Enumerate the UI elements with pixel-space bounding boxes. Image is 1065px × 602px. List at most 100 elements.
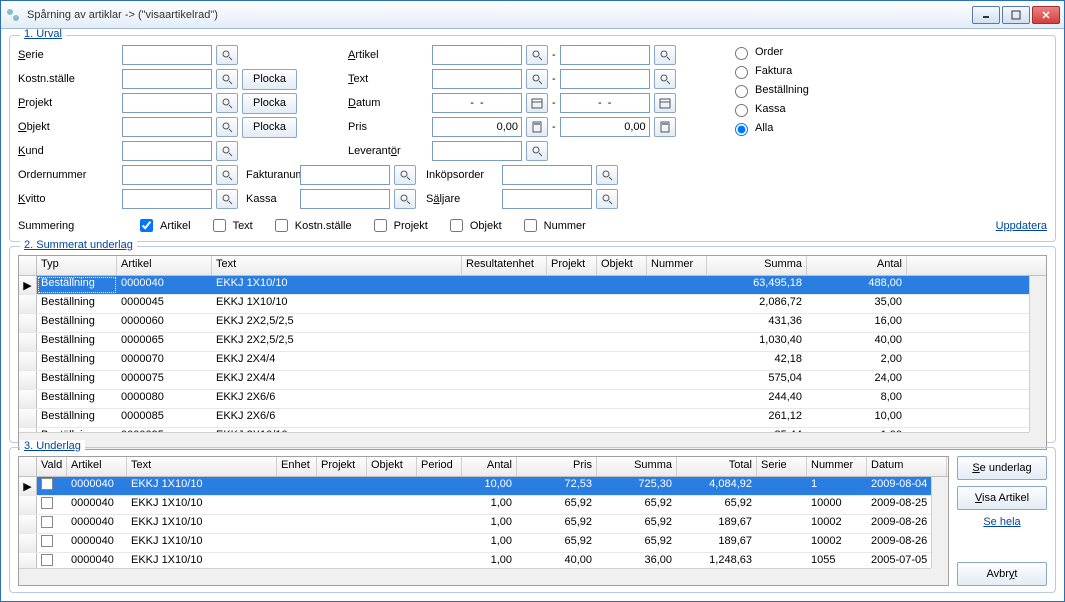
text-from-lookup-icon[interactable] bbox=[526, 69, 548, 89]
serie-lookup-icon[interactable] bbox=[216, 45, 238, 65]
radio-kassa[interactable]: Kassa bbox=[730, 101, 809, 117]
radio-order[interactable]: Order bbox=[730, 44, 809, 60]
col-nummer[interactable]: Nummer bbox=[807, 457, 867, 476]
artikel-from-input[interactable] bbox=[432, 45, 522, 65]
leverantor-lookup-icon[interactable] bbox=[526, 141, 548, 161]
text-from-input[interactable] bbox=[432, 69, 522, 89]
chk-kostn[interactable]: Kostn.ställe bbox=[271, 216, 352, 235]
table-row[interactable]: Beställning0000080EKKJ 2X6/6244,408,00 bbox=[19, 390, 1046, 409]
leverantor-input[interactable] bbox=[432, 141, 522, 161]
pris-to-calc-icon[interactable] bbox=[654, 117, 676, 137]
col-total[interactable]: Total bbox=[677, 457, 757, 476]
titlebar[interactable]: Spårning av artiklar -> ("visaartikelrad… bbox=[1, 1, 1064, 29]
col-typ[interactable]: Typ bbox=[37, 256, 117, 275]
col-artikel[interactable]: Artikel bbox=[67, 457, 127, 476]
chk-artikel[interactable]: Artikel bbox=[136, 216, 191, 235]
datum-to-input[interactable] bbox=[560, 93, 650, 113]
datum-to-cal-icon[interactable] bbox=[654, 93, 676, 113]
close-button[interactable] bbox=[1032, 6, 1060, 24]
objekt-lookup-icon[interactable] bbox=[216, 117, 238, 137]
se-hela-link[interactable]: Se hela bbox=[957, 516, 1047, 528]
kund-input[interactable] bbox=[122, 141, 212, 161]
col-projekt[interactable]: Projekt bbox=[547, 256, 597, 275]
datum-from-cal-icon[interactable] bbox=[526, 93, 548, 113]
col-artikel[interactable]: Artikel bbox=[117, 256, 212, 275]
col-vald[interactable]: Vald bbox=[37, 457, 67, 476]
artikel-from-lookup-icon[interactable] bbox=[526, 45, 548, 65]
kvitto-input[interactable] bbox=[122, 189, 212, 209]
radio-bestallning[interactable]: Beställning bbox=[730, 82, 809, 98]
underlag-grid[interactable]: ValdArtikelTextEnhetProjektObjektPeriodA… bbox=[18, 456, 949, 586]
table-row[interactable]: 0000040EKKJ 1X10/101,0065,9265,92189,671… bbox=[19, 515, 948, 534]
objekt-input[interactable] bbox=[122, 117, 212, 137]
plocka-objekt-button[interactable]: Plocka bbox=[242, 117, 297, 138]
ordernummer-lookup-icon[interactable] bbox=[216, 165, 238, 185]
text-to-input[interactable] bbox=[560, 69, 650, 89]
pris-from-input[interactable] bbox=[432, 117, 522, 137]
row-checkbox[interactable] bbox=[41, 535, 53, 547]
table-row[interactable]: ▶Beställning0000040EKKJ 1X10/1063,495,18… bbox=[19, 276, 1046, 295]
visa-artikel-button[interactable]: Visa Artikel bbox=[957, 486, 1047, 510]
kassa-lookup-icon[interactable] bbox=[394, 189, 416, 209]
fakturanummer-input[interactable] bbox=[300, 165, 390, 185]
summerat-grid[interactable]: TypArtikelTextResultatenhetProjektObjekt… bbox=[18, 255, 1047, 450]
grid2-scroll-h[interactable] bbox=[19, 568, 931, 585]
projekt-input[interactable] bbox=[122, 93, 212, 113]
artikel-to-input[interactable] bbox=[560, 45, 650, 65]
table-row[interactable]: Beställning0000070EKKJ 2X4/442,182,00 bbox=[19, 352, 1046, 371]
pris-from-calc-icon[interactable] bbox=[526, 117, 548, 137]
table-row[interactable]: 0000040EKKJ 1X10/101,0065,9265,9265,9210… bbox=[19, 496, 948, 515]
col-datum[interactable]: Datum bbox=[867, 457, 947, 476]
maximize-button[interactable] bbox=[1002, 6, 1030, 24]
fakturanummer-lookup-icon[interactable] bbox=[394, 165, 416, 185]
col-antal[interactable]: Antal bbox=[807, 256, 907, 275]
col-projekt[interactable]: Projekt bbox=[317, 457, 367, 476]
table-row[interactable]: 0000040EKKJ 1X10/101,0065,9265,92189,671… bbox=[19, 534, 948, 553]
kostn-input[interactable] bbox=[122, 69, 212, 89]
grid1-scroll-v[interactable] bbox=[1029, 276, 1046, 432]
row-checkbox[interactable] bbox=[41, 516, 53, 528]
col-objekt[interactable]: Objekt bbox=[597, 256, 647, 275]
chk-nummer[interactable]: Nummer bbox=[520, 216, 586, 235]
chk-objekt[interactable]: Objekt bbox=[446, 216, 502, 235]
minimize-button[interactable] bbox=[972, 6, 1000, 24]
col-serie[interactable]: Serie bbox=[757, 457, 807, 476]
plocka-projekt-button[interactable]: Plocka bbox=[242, 93, 297, 114]
chk-text[interactable]: Text bbox=[209, 216, 253, 235]
plocka-kostn-button[interactable]: Plocka bbox=[242, 69, 297, 90]
pris-to-input[interactable] bbox=[560, 117, 650, 137]
col-summa[interactable]: Summa bbox=[597, 457, 677, 476]
saljare-input[interactable] bbox=[502, 189, 592, 209]
se-underlag-button[interactable]: Se underlag bbox=[957, 456, 1047, 480]
col-text[interactable]: Text bbox=[127, 457, 277, 476]
saljare-lookup-icon[interactable] bbox=[596, 189, 618, 209]
col-enhet[interactable]: Enhet bbox=[277, 457, 317, 476]
radio-alla[interactable]: Alla bbox=[730, 120, 809, 136]
row-checkbox[interactable] bbox=[41, 478, 53, 490]
serie-input[interactable] bbox=[122, 45, 212, 65]
table-row[interactable]: Beställning0000045EKKJ 1X10/102,086,7235… bbox=[19, 295, 1046, 314]
ordernummer-input[interactable] bbox=[122, 165, 212, 185]
table-row[interactable]: Beställning0000060EKKJ 2X2,5/2,5431,3616… bbox=[19, 314, 1046, 333]
row-checkbox[interactable] bbox=[41, 497, 53, 509]
col-resultatenhet[interactable]: Resultatenhet bbox=[462, 256, 547, 275]
table-row[interactable]: Beställning0000065EKKJ 2X2,5/2,51,030,40… bbox=[19, 333, 1046, 352]
text-to-lookup-icon[interactable] bbox=[654, 69, 676, 89]
projekt-lookup-icon[interactable] bbox=[216, 93, 238, 113]
kvitto-lookup-icon[interactable] bbox=[216, 189, 238, 209]
table-row[interactable]: Beställning0000075EKKJ 2X4/4575,0424,00 bbox=[19, 371, 1046, 390]
grid2-scroll-v[interactable] bbox=[931, 477, 948, 568]
chk-projekt[interactable]: Projekt bbox=[370, 216, 428, 235]
col-nummer[interactable]: Nummer bbox=[647, 256, 707, 275]
col-period[interactable]: Period bbox=[417, 457, 462, 476]
row-checkbox[interactable] bbox=[41, 554, 53, 566]
kostn-lookup-icon[interactable] bbox=[216, 69, 238, 89]
table-row[interactable]: Beställning0000085EKKJ 2X6/6261,1210,00 bbox=[19, 409, 1046, 428]
inkopsorder-lookup-icon[interactable] bbox=[596, 165, 618, 185]
table-row[interactable]: ▶0000040EKKJ 1X10/1010,0072,53725,304,08… bbox=[19, 477, 948, 496]
col-summa[interactable]: Summa bbox=[707, 256, 807, 275]
datum-from-input[interactable] bbox=[432, 93, 522, 113]
inkopsorder-input[interactable] bbox=[502, 165, 592, 185]
col-text[interactable]: Text bbox=[212, 256, 462, 275]
kund-lookup-icon[interactable] bbox=[216, 141, 238, 161]
